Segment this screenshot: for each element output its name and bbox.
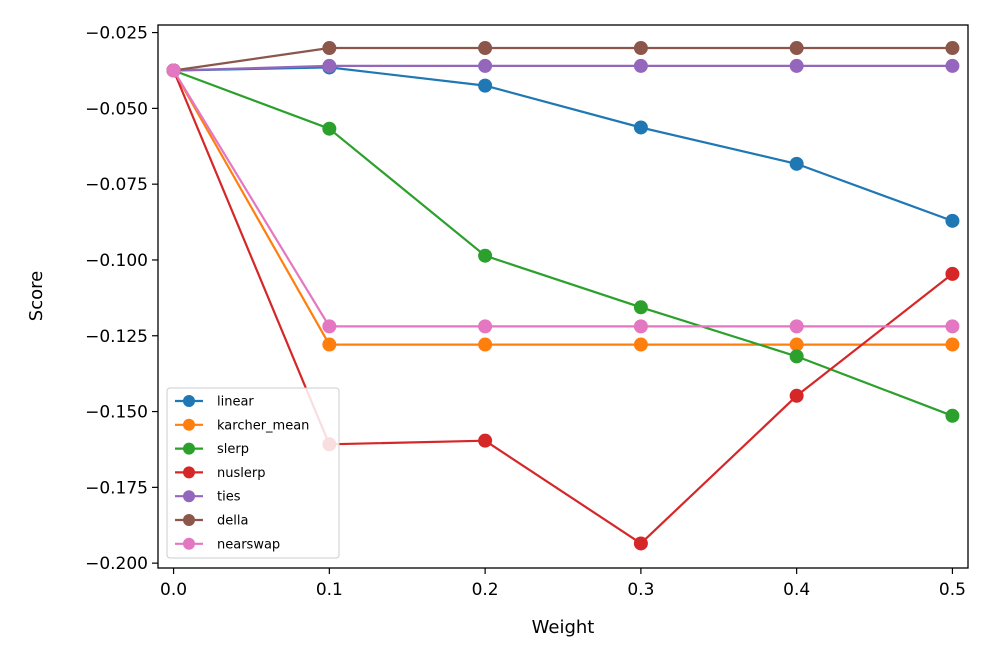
x-tick-label: 0.3 — [627, 580, 654, 600]
legend-marker — [183, 442, 195, 455]
x-tick-label: 0.4 — [783, 580, 810, 600]
data-point — [478, 58, 493, 73]
data-point — [789, 388, 804, 403]
y-tick-label: −0.025 — [85, 24, 148, 44]
legend-label: ties — [217, 490, 241, 505]
data-point — [633, 319, 648, 334]
data-point — [789, 337, 804, 352]
data-point — [322, 337, 337, 352]
data-point — [478, 248, 493, 263]
data-point — [322, 41, 337, 56]
data-point — [945, 41, 960, 56]
series-nearswap — [166, 63, 960, 334]
legend-entry: slerp — [175, 442, 249, 457]
series-line — [173, 46, 953, 72]
data-point — [789, 349, 804, 364]
y-tick-label: −0.100 — [85, 251, 148, 271]
series-layer — [166, 41, 960, 551]
x-tick-label: 0.1 — [316, 580, 343, 600]
legend-entry: della — [175, 514, 248, 529]
data-point — [789, 319, 804, 334]
legend-entry: linear — [175, 395, 254, 410]
data-point — [322, 58, 337, 73]
data-point — [322, 319, 337, 334]
y-tick-label: −0.050 — [85, 99, 148, 119]
legend-label: nuslerp — [217, 466, 265, 481]
legend-label: della — [217, 514, 248, 529]
y-tick-label: −0.075 — [85, 175, 148, 195]
y-tick-label: −0.150 — [85, 403, 148, 423]
data-point — [322, 121, 337, 136]
data-point — [478, 41, 493, 56]
x-axis-ticks: 0.0 0.1 0.2 0.3 0.4 0.5 — [160, 568, 966, 600]
data-point — [478, 433, 493, 448]
data-point — [633, 536, 648, 551]
data-point — [789, 58, 804, 73]
legend-marker — [183, 466, 195, 479]
series-line — [173, 66, 953, 222]
x-axis-title: Weight — [532, 617, 595, 638]
y-axis-title: Score — [26, 271, 47, 321]
plot-frame — [157, 24, 969, 569]
series-line — [172, 69, 953, 328]
y-tick-label: −0.175 — [85, 478, 148, 498]
series-line — [172, 70, 954, 545]
legend-entry: karcher_mean — [175, 418, 309, 433]
data-point — [945, 58, 960, 73]
y-tick-label: −0.125 — [85, 327, 148, 347]
legend-frame — [166, 387, 340, 559]
legend-label: nearswap — [217, 537, 280, 552]
data-point — [166, 63, 181, 78]
data-point — [633, 337, 648, 352]
x-tick-label: 0.0 — [160, 580, 187, 600]
data-point — [945, 213, 960, 228]
legend-entry: nearswap — [175, 537, 280, 552]
series-line — [172, 69, 953, 346]
legend-label: karcher_mean — [217, 418, 309, 433]
data-point — [789, 41, 804, 56]
legend-marker — [183, 537, 195, 550]
data-point — [945, 337, 960, 352]
legend-marker — [183, 418, 195, 431]
data-point — [478, 78, 493, 93]
x-tick-label: 0.2 — [472, 580, 499, 600]
data-point — [945, 319, 960, 334]
legend-marker — [183, 490, 195, 503]
data-point — [478, 337, 493, 352]
series-line — [173, 69, 953, 417]
data-point — [633, 41, 648, 56]
data-point — [633, 300, 648, 315]
legend-label: linear — [217, 395, 254, 410]
legend-label: slerp — [217, 442, 249, 457]
series-line — [173, 64, 953, 72]
x-tick-label: 0.5 — [939, 580, 966, 600]
data-point — [945, 266, 960, 281]
legend-marker — [183, 395, 195, 407]
data-point — [633, 120, 648, 135]
data-point — [789, 156, 804, 171]
legend-entry: ties — [175, 490, 241, 505]
y-axis-ticks: −0.025 −0.050 −0.075 −0.100 −0.125 −0.150 −0.1… — [85, 24, 158, 574]
legend-marker — [183, 514, 195, 526]
y-tick-label: −0.200 — [85, 554, 148, 574]
data-point — [478, 319, 493, 334]
legend-entry: nuslerp — [175, 466, 265, 481]
data-point — [633, 58, 648, 73]
data-point — [945, 408, 960, 423]
